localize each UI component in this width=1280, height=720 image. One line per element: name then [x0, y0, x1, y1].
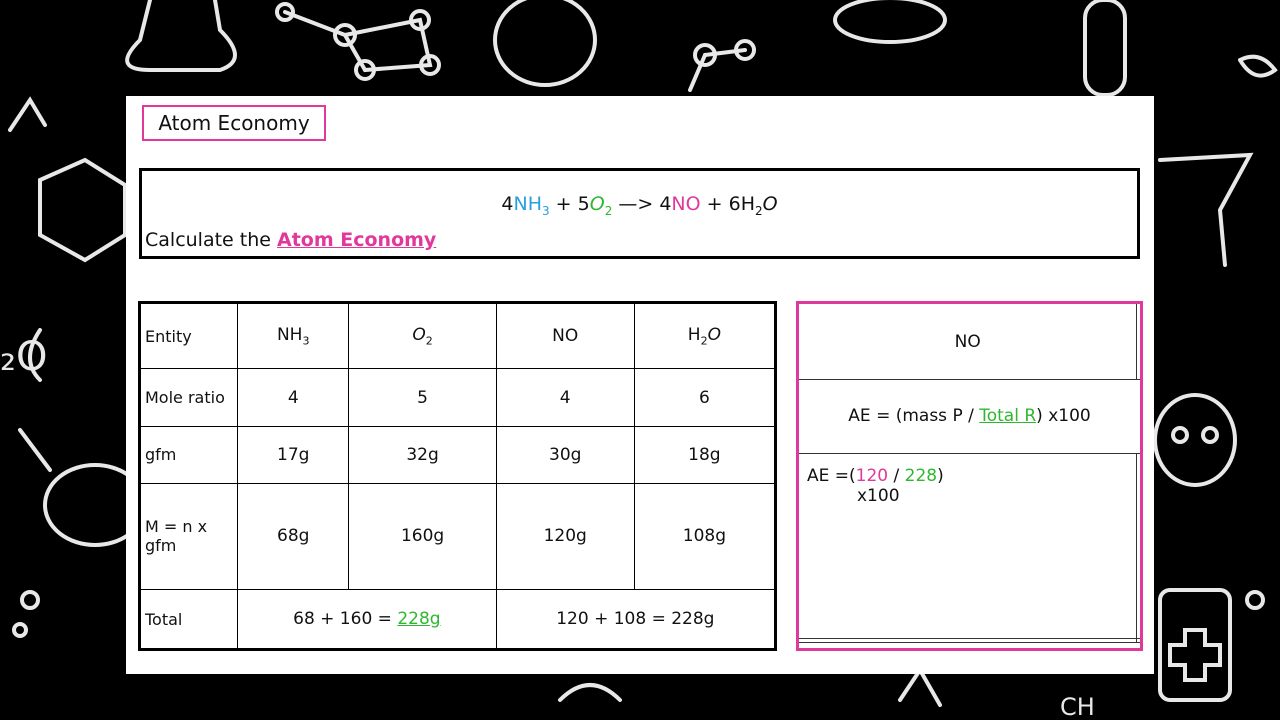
- svg-text:CH: CH: [1060, 693, 1095, 720]
- ae-formula-post: ) x100: [1036, 406, 1091, 427]
- slide-card: Atom Economy 4NH3 + 5O2 —> 4NO + 6H2O Ca…: [126, 96, 1154, 674]
- gfm-no: 30g: [495, 425, 635, 484]
- species-water-end: O: [762, 193, 778, 215]
- coef-3: 4: [659, 193, 672, 215]
- o2-sub: 2: [425, 334, 433, 348]
- gfm-nh3: 17g: [236, 425, 350, 484]
- total-reactants: 68 + 160 = 228g: [237, 589, 497, 650]
- cell-entity-no: NO: [495, 301, 635, 370]
- plus-sign-2: +: [700, 193, 729, 215]
- mole-ratio-o2: 5: [348, 368, 497, 427]
- nh3-sub: 3: [302, 334, 310, 348]
- species-oxygen-main: O: [589, 193, 605, 215]
- row-label-entity: Entity: [139, 301, 238, 370]
- gfm-o2: 32g: [348, 425, 497, 484]
- total-r-link: Total R: [979, 406, 1037, 427]
- species-ammonia: NH3: [513, 193, 550, 218]
- row-label-total: Total: [139, 589, 238, 650]
- ae-calc-den: 228: [904, 465, 938, 486]
- species-water-sub: 2: [754, 203, 763, 218]
- chemical-equation: 4NH3 + 5O2 —> 4NO + 6H2O: [142, 193, 1137, 218]
- calculation-table: Entity NH3 O2 NO H2O Mole ratio 4 5 4 6 …: [138, 301, 777, 651]
- ae-calc-line2: x100: [857, 485, 900, 506]
- table-row-mass: M = n x gfm 68g 160g 120g 108g: [139, 482, 777, 591]
- mole-ratio-no: 4: [495, 368, 635, 427]
- total-products: 120 + 108 = 228g: [495, 589, 777, 650]
- species-water-main: H: [740, 193, 755, 215]
- h2o-sub: 2: [700, 334, 708, 348]
- species-water: H2O: [740, 193, 778, 218]
- nh3-main: NH: [276, 325, 303, 346]
- side-header-no: NO: [796, 301, 1138, 381]
- coef-2: 5: [577, 193, 590, 215]
- mass-nh3: 68g: [236, 482, 350, 591]
- ae-calc-pre: AE =(: [807, 465, 856, 486]
- row-label-mass: M = n x gfm: [139, 482, 238, 591]
- side-empty-2: [1136, 452, 1142, 640]
- side-row-header: NO: [796, 301, 1142, 381]
- coef-4: 6: [728, 193, 741, 215]
- o2-main: O: [412, 325, 426, 346]
- mass-o2: 160g: [348, 482, 497, 591]
- side-empty-1: [1136, 301, 1142, 381]
- table-row-total: Total 68 + 160 = 228g 120 + 108 = 228g: [139, 589, 777, 650]
- species-ammonia-main: NH: [513, 193, 542, 215]
- cell-entity-o2: O2: [348, 301, 497, 370]
- slide-title: Atom Economy: [142, 105, 326, 141]
- plus-sign-1: +: [549, 193, 578, 215]
- species-nitric-oxide: NO: [671, 193, 701, 215]
- equation-box: 4NH3 + 5O2 —> 4NO + 6H2O Calculate the A…: [139, 168, 1140, 259]
- coef-1: 4: [501, 193, 514, 215]
- h2o-main: H: [687, 325, 701, 346]
- table-row-entity: Entity NH3 O2 NO H2O: [139, 301, 777, 370]
- atom-economy-panel: NO AE = (mass P / Total R) x100 AE =(120…: [796, 301, 1143, 651]
- species-ammonia-sub: 3: [541, 203, 550, 218]
- ae-calc-close: ): [937, 465, 944, 486]
- mass-h2o: 108g: [633, 482, 777, 591]
- side-row-bottom: [797, 641, 1142, 651]
- no-main: NO: [552, 326, 579, 347]
- side-empty-5: [797, 641, 1142, 651]
- ae-formula-pre: AE = (mass P /: [848, 406, 980, 427]
- total-reactants-value: 228g: [397, 609, 441, 630]
- cell-entity-nh3: NH3: [236, 301, 350, 370]
- prompt-text: Calculate the: [145, 229, 277, 251]
- h2o-end: O: [707, 325, 721, 346]
- side-row-calc: AE =(120 / 228) x100: [796, 452, 1142, 640]
- row-label-gfm: gfm: [139, 425, 238, 484]
- total-reactants-expr: 68 + 160 =: [293, 609, 398, 630]
- svg-text:₂O: ₂O: [0, 334, 48, 380]
- ae-calculation: AE =(120 / 228) x100: [796, 452, 1138, 640]
- row-label-mole-ratio: Mole ratio: [139, 368, 238, 427]
- mole-ratio-h2o: 6: [633, 368, 777, 427]
- reaction-arrow: —>: [612, 193, 660, 215]
- table-row-mole-ratio: Mole ratio 4 5 4 6: [139, 368, 777, 427]
- mass-no: 120g: [495, 482, 635, 591]
- ae-calc-slash: /: [888, 465, 905, 486]
- side-row-formula: AE = (mass P / Total R) x100: [797, 379, 1142, 454]
- species-oxygen: O2: [589, 193, 613, 218]
- ae-calc-num: 120: [855, 465, 889, 486]
- question-prompt: Calculate the Atom Economy: [145, 229, 436, 251]
- mole-ratio-nh3: 4: [236, 368, 350, 427]
- atom-economy-link: Atom Economy: [277, 229, 437, 251]
- species-oxygen-sub: 2: [604, 203, 613, 218]
- cell-entity-h2o: H2O: [633, 301, 777, 370]
- table-row-gfm: gfm 17g 32g 30g 18g: [139, 425, 777, 484]
- gfm-h2o: 18g: [633, 425, 777, 484]
- ae-formula: AE = (mass P / Total R) x100: [797, 379, 1142, 454]
